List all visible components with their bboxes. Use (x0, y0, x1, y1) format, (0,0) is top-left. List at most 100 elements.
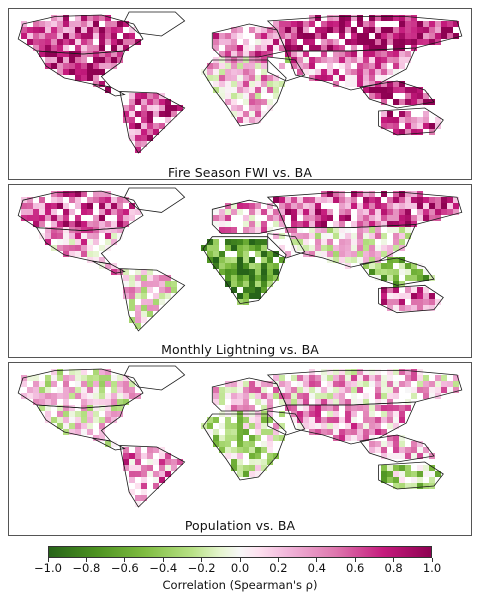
grid-cell (231, 257, 237, 263)
grid-cell (249, 75, 255, 81)
grid-cell (453, 21, 459, 27)
grid-cell (393, 387, 399, 393)
grid-cell (333, 69, 339, 75)
grid-cell (411, 117, 417, 123)
grid-cell (147, 123, 153, 129)
grid-cell (393, 405, 399, 411)
grid-cell (309, 417, 315, 423)
grid-cell (339, 215, 345, 221)
grid-cell (297, 387, 303, 393)
grid-cell (135, 111, 141, 117)
grid-cell (237, 465, 243, 471)
coastline-africa (202, 59, 287, 127)
grid-cell (393, 227, 399, 233)
grid-cell (309, 69, 315, 75)
grid-cell (225, 453, 231, 459)
grid-cell (231, 239, 237, 245)
grid-cell (411, 269, 417, 275)
grid-cell (369, 375, 375, 381)
grid-cell (39, 33, 45, 39)
grid-cell (105, 405, 111, 411)
grid-cell (81, 221, 87, 227)
grid-cell (129, 293, 135, 299)
grid-cell (231, 75, 237, 81)
grid-cell (147, 287, 153, 293)
grid-cell (339, 203, 345, 209)
grid-cell (357, 203, 363, 209)
colorbar-tick-mark (85, 558, 87, 562)
grid-cell (303, 423, 309, 429)
grid-cell (345, 257, 351, 263)
grid-cell (345, 251, 351, 257)
grid-cell (69, 251, 75, 257)
grid-cell (225, 405, 231, 411)
grid-cell (153, 299, 159, 305)
grid-cell (243, 399, 249, 405)
grid-cell (33, 387, 39, 393)
grid-cell (51, 63, 57, 69)
grid-cell (237, 69, 243, 75)
grid-cell (63, 405, 69, 411)
grid-cell (75, 21, 81, 27)
grid-cell (381, 375, 387, 381)
grid-cell (303, 417, 309, 423)
grid-cell (81, 69, 87, 75)
grid-cell (333, 393, 339, 399)
grid-cell (333, 227, 339, 233)
grid-cell (435, 209, 441, 215)
grid-cell (327, 21, 333, 27)
grid-cell (393, 299, 399, 305)
grid-cell (411, 369, 417, 375)
grid-cell (327, 233, 333, 239)
grid-cell (417, 21, 423, 27)
grid-cell (39, 381, 45, 387)
grid-cell (249, 93, 255, 99)
grid-cell (369, 51, 375, 57)
grid-cell (267, 263, 273, 269)
grid-cell (261, 423, 267, 429)
grid-cell (63, 399, 69, 405)
grid-cell (423, 117, 429, 123)
grid-cell (123, 39, 129, 45)
grid-cell (375, 381, 381, 387)
grid-cell (81, 387, 87, 393)
grid-cell (345, 21, 351, 27)
coastline-canada (17, 14, 144, 55)
grid-cell (333, 233, 339, 239)
grid-cell (225, 441, 231, 447)
grid-cell (33, 399, 39, 405)
grid-cell (423, 293, 429, 299)
grid-cell (111, 51, 117, 57)
grid-cell (243, 387, 249, 393)
grid-cell (27, 387, 33, 393)
grid-cell (99, 417, 105, 423)
grid-cell (81, 63, 87, 69)
grid-cell (453, 197, 459, 203)
grid-cell (231, 381, 237, 387)
grid-cell (375, 251, 381, 257)
grid-cell (423, 111, 429, 117)
grid-cell (231, 423, 237, 429)
grid-cell (63, 63, 69, 69)
grid-cell (393, 27, 399, 33)
grid-cell (219, 269, 225, 275)
grid-cell (387, 453, 393, 459)
grid-cell (123, 275, 129, 281)
grid-cell (213, 257, 219, 263)
grid-cell (399, 405, 405, 411)
grid-cell (321, 221, 327, 227)
grid-cell (51, 215, 57, 221)
grid-cell (45, 417, 51, 423)
grid-cell (399, 227, 405, 233)
grid-cell (315, 417, 321, 423)
grid-cell (417, 117, 423, 123)
grid-cell (51, 375, 57, 381)
grid-cell (333, 399, 339, 405)
grid-cell (327, 405, 333, 411)
grid-cell (315, 227, 321, 233)
grid-cell (285, 39, 291, 45)
grid-cell (255, 63, 261, 69)
grid-cell (99, 381, 105, 387)
grid-cell (243, 111, 249, 117)
grid-cell (453, 375, 459, 381)
